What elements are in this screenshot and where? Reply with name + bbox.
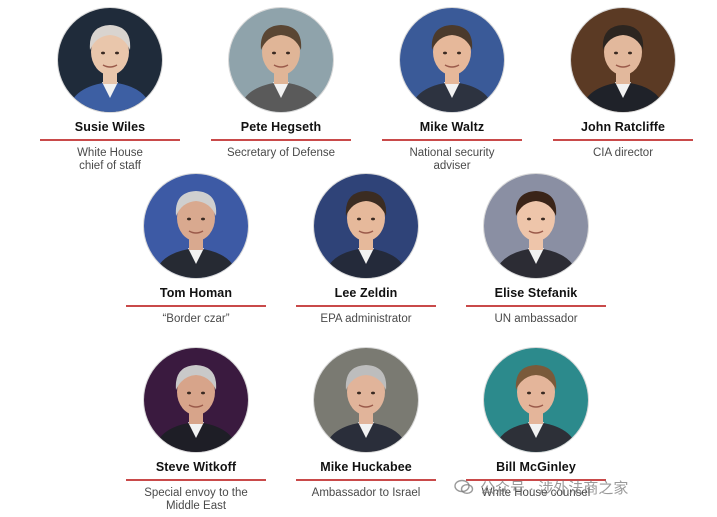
person-role: EPA administrator: [320, 313, 412, 325]
divider-rule: [296, 305, 436, 307]
person-name: Tom Homan: [159, 286, 233, 300]
person-role: National security adviser: [409, 147, 495, 172]
person-name: Steve Witkoff: [155, 460, 237, 474]
portrait-photo: [144, 348, 248, 452]
person-name: Susie Wiles: [74, 120, 146, 134]
watermark-text: 公众号 · 涉外法商之家: [480, 479, 629, 497]
person-role: “Border czar”: [162, 313, 230, 325]
watermark: 公众号 · 涉外法商之家: [454, 476, 628, 498]
divider-rule: [126, 305, 266, 307]
person-role: Ambassador to Israel: [311, 487, 421, 499]
divider-rule: [296, 479, 436, 481]
portrait-photo: [229, 8, 333, 112]
portrait-photo: [314, 174, 418, 278]
person-role: UN ambassador: [494, 313, 578, 325]
portrait-photo: [571, 8, 675, 112]
portrait-photo: [484, 174, 588, 278]
person-name: Elise Stefanik: [494, 286, 578, 300]
divider-rule: [466, 479, 606, 481]
portrait-photo: [144, 174, 248, 278]
divider-rule: [211, 139, 351, 141]
person-name: Mike Waltz: [419, 120, 485, 134]
person-name: Lee Zeldin: [334, 286, 398, 300]
divider-rule: [126, 479, 266, 481]
divider-rule: [382, 139, 522, 141]
person-role: White House counsel: [481, 487, 591, 499]
person-role: Secretary of Defense: [226, 147, 336, 159]
person-name: Pete Hegseth: [240, 120, 322, 134]
portrait-photo: [58, 8, 162, 112]
portrait-photo: [314, 348, 418, 452]
portrait-photo: [400, 8, 504, 112]
person-name: John Ratcliffe: [580, 120, 666, 134]
divider-rule: [553, 139, 693, 141]
portrait-photo: [484, 348, 588, 452]
person-role: CIA director: [592, 147, 654, 159]
person-role: Special envoy to the Middle East: [144, 487, 248, 512]
wechat-icon: [454, 479, 474, 495]
person-name: Bill McGinley: [496, 460, 576, 474]
divider-rule: [40, 139, 180, 141]
person-name: Mike Huckabee: [320, 460, 412, 474]
person-role: White House chief of staff: [77, 147, 143, 172]
divider-rule: [466, 305, 606, 307]
